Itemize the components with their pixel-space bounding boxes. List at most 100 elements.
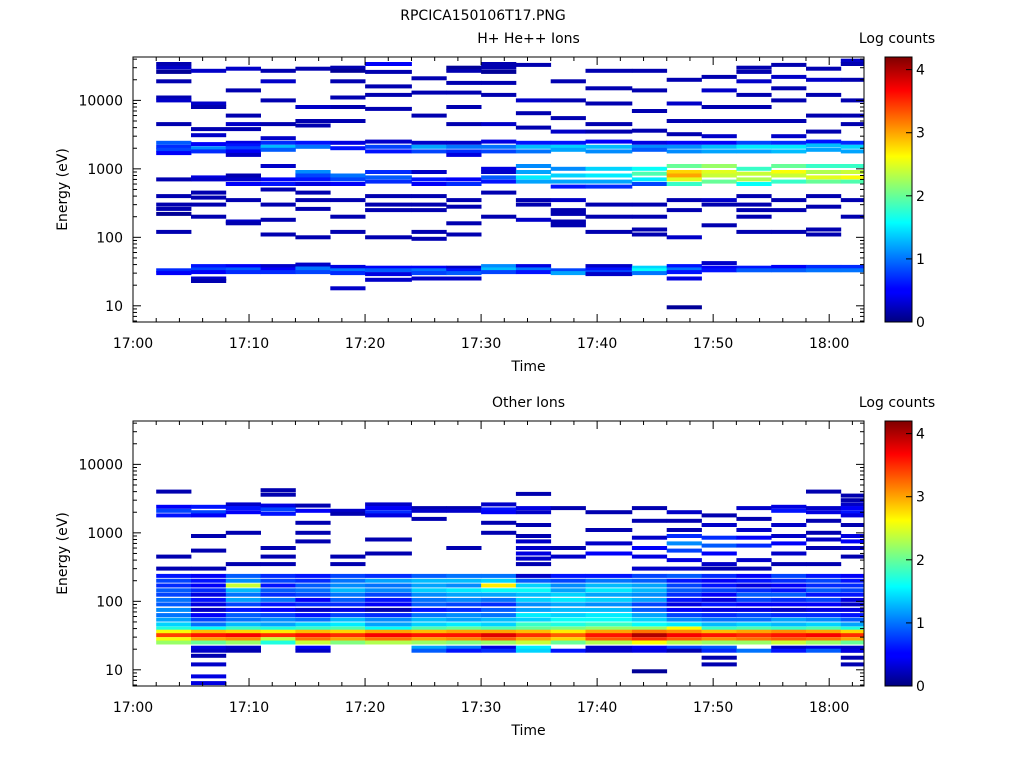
- heatmap-cell: [481, 637, 517, 642]
- heatmap-cell: [446, 597, 482, 602]
- heatmap-cell: [806, 546, 842, 550]
- heatmap-cell: [631, 128, 668, 133]
- heatmap-cell: [550, 629, 586, 634]
- heatmap-cell: [156, 607, 192, 612]
- heatmap-cell: [736, 566, 772, 571]
- heatmap-cell: [550, 179, 586, 184]
- heatmap-cell: [631, 592, 668, 597]
- heatmap-cell: [771, 149, 807, 154]
- heatmap-cell: [295, 173, 331, 178]
- heatmap-cell: [365, 106, 412, 111]
- heatmap-cell: [260, 164, 296, 168]
- heatmap-cell: [806, 583, 842, 588]
- heatmap-cell: [806, 129, 842, 134]
- heatmap-cell: [330, 573, 366, 578]
- heatmap-cell: [446, 122, 482, 127]
- colorbar-tick-label: 2: [916, 553, 925, 569]
- heatmap-cell: [736, 516, 772, 521]
- heatmap-cell: [771, 179, 807, 184]
- heatmap-cell: [225, 648, 261, 653]
- heatmap-cell: [515, 175, 552, 180]
- heatmap-cell: [411, 177, 447, 182]
- heatmap-cell: [840, 498, 865, 503]
- heatmap-cell: [840, 62, 865, 66]
- heatmap-cell: [225, 270, 261, 275]
- heatmap-cell: [840, 175, 865, 180]
- heatmap-cell: [515, 140, 552, 145]
- heatmap-cell: [446, 276, 482, 281]
- heatmap-cell: [191, 504, 227, 509]
- heatmap-cell: [191, 588, 227, 593]
- heatmap-cell: [411, 508, 447, 513]
- heatmap-cell: [585, 229, 633, 234]
- heatmap-cell: [840, 597, 865, 602]
- heatmap-cell: [191, 633, 227, 638]
- heatmap-cell: [411, 149, 447, 154]
- heatmap-cell: [806, 506, 842, 511]
- colorbar-label: Log counts: [859, 395, 935, 411]
- y-tick-label: 10: [105, 299, 123, 315]
- heatmap-cell: [631, 626, 668, 631]
- y-tick-label: 1000: [87, 526, 123, 542]
- heatmap-cell: [365, 510, 412, 515]
- heatmap-cell: [701, 645, 737, 650]
- heatmap-cell: [191, 645, 227, 650]
- heatmap-cell: [736, 613, 772, 618]
- heatmap-cell: [585, 648, 633, 653]
- heatmap-cell: [295, 626, 331, 631]
- heatmap-cell: [806, 622, 842, 627]
- heatmap-cell: [191, 214, 227, 219]
- heatmap-cell: [736, 65, 772, 70]
- heatmap-cell: [701, 105, 737, 109]
- heatmap-cell: [585, 645, 633, 650]
- heatmap-cell: [736, 573, 772, 578]
- heatmap-cell: [330, 271, 366, 276]
- heatmap-cell: [771, 534, 807, 538]
- heatmap-cell: [771, 583, 807, 588]
- heatmap-cell: [365, 69, 412, 74]
- heatmap-cell: [330, 65, 366, 70]
- heatmap-cell: [260, 488, 296, 493]
- heatmap-cell: [771, 541, 807, 546]
- panel-title: H+ He++ Ions: [477, 31, 580, 47]
- heatmap-cell: [446, 265, 482, 270]
- heatmap-cell: [295, 617, 331, 622]
- heatmap-cell: [515, 562, 552, 567]
- heatmap-cell: [550, 129, 586, 134]
- heatmap-cell: [481, 602, 517, 607]
- heatmap-cell: [631, 637, 668, 642]
- heatmap-cell: [515, 539, 552, 544]
- heatmap-cell: [411, 271, 447, 276]
- heatmap-cell: [736, 506, 772, 511]
- heatmap-cell: [446, 592, 482, 597]
- heatmap-cell: [225, 113, 261, 118]
- heatmap-cell: [446, 80, 482, 85]
- heatmap-cell: [446, 626, 482, 631]
- heatmap-cell: [806, 562, 842, 567]
- heatmap-cell: [550, 506, 586, 511]
- colorbar-tick-label: 2: [916, 189, 925, 205]
- heatmap-cell: [666, 101, 702, 106]
- heatmap-cell: [365, 597, 412, 602]
- heatmap-cell: [295, 530, 331, 535]
- heatmap-cell: [191, 202, 227, 207]
- heatmap-cell: [840, 144, 865, 149]
- heatmap-cell: [481, 179, 517, 184]
- heatmap-cell: [225, 149, 261, 154]
- heatmap-cell: [736, 583, 772, 588]
- heatmap-cell: [736, 229, 772, 234]
- heatmap-cell: [515, 125, 552, 130]
- heatmap-cell: [585, 179, 633, 184]
- heatmap-cell: [411, 645, 447, 650]
- heatmap-cell: [365, 265, 412, 270]
- heatmap-cell: [225, 629, 261, 634]
- heatmap-cell: [666, 566, 702, 571]
- heatmap-cell: [515, 510, 552, 515]
- heatmap-cell: [411, 573, 447, 578]
- heatmap-cell: [481, 139, 517, 144]
- heatmap-cell: [330, 508, 366, 513]
- heatmap-cell: [666, 173, 702, 178]
- heatmap-cell: [840, 546, 865, 550]
- heatmap-cell: [365, 179, 412, 184]
- heatmap-cell: [295, 613, 331, 618]
